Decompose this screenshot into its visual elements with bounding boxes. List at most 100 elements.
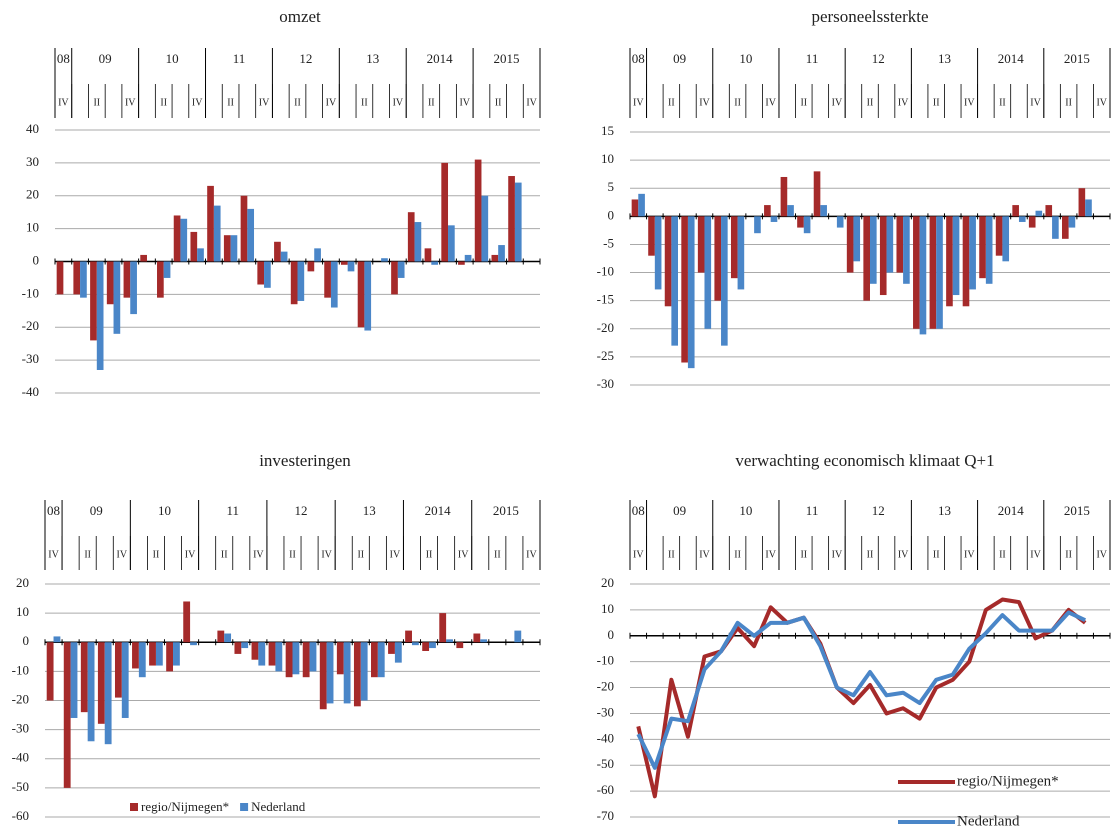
bar: [217, 630, 225, 643]
bar: [166, 642, 174, 672]
year-label: 13: [938, 503, 951, 518]
year-label: 11: [233, 51, 246, 66]
bar: [173, 215, 181, 262]
quarter-label: II: [999, 549, 1006, 560]
bar: [985, 216, 993, 284]
chart-title: personeelssterkte: [811, 7, 928, 26]
line: [636, 610, 1087, 770]
y-tick-label: -30: [597, 704, 614, 719]
bar: [929, 216, 937, 329]
legend-label: Nederland: [957, 813, 1020, 829]
bar: [280, 251, 288, 262]
legend-label: regio/Nijmegen*: [957, 773, 1059, 789]
bar: [70, 642, 78, 718]
year-label: 08: [632, 503, 645, 518]
y-tick-label: -50: [12, 779, 29, 794]
y-tick-label: 30: [26, 154, 39, 169]
year-label: 2014: [425, 503, 452, 518]
quarter-label: IV: [259, 97, 270, 108]
year-label: 09: [673, 503, 686, 518]
quarter-label: II: [495, 97, 502, 108]
bar: [936, 216, 943, 329]
bar: [307, 261, 315, 272]
bar: [946, 216, 953, 307]
quarter-label: II: [426, 549, 433, 560]
bar: [697, 216, 705, 273]
quarter-label: IV: [898, 97, 909, 108]
quarter-label: II: [668, 97, 675, 108]
bar: [820, 205, 827, 217]
quarter-label: II: [734, 97, 741, 108]
quarter-label: II: [867, 97, 874, 108]
quarter-label: IV: [699, 97, 710, 108]
bar: [995, 216, 1003, 256]
bar: [343, 642, 351, 704]
quarter-label: II: [1065, 549, 1072, 560]
quarter-label: II: [289, 549, 296, 560]
bar: [441, 162, 449, 262]
quarter-label: II: [221, 549, 228, 560]
bar: [53, 636, 61, 643]
bar: [1012, 205, 1019, 217]
bar: [813, 171, 821, 217]
bar: [648, 216, 655, 256]
bar: [381, 258, 388, 262]
bar: [113, 261, 121, 334]
bar: [797, 216, 804, 228]
quarter-label: IV: [458, 549, 469, 560]
bar: [764, 205, 771, 217]
quarter-label: IV: [765, 549, 776, 560]
bar: [787, 205, 794, 217]
legend-label: Nederland: [251, 799, 306, 814]
bar: [73, 261, 81, 295]
bar: [1052, 216, 1059, 239]
bar: [157, 261, 164, 298]
bar: [330, 261, 338, 308]
year-label: 09: [673, 51, 686, 66]
bar: [197, 248, 204, 262]
bar: [654, 216, 662, 290]
bar: [474, 159, 482, 262]
y-tick-label: -25: [597, 348, 614, 363]
bar: [357, 261, 365, 328]
y-tick-label: -10: [22, 285, 39, 300]
y-tick-label: 10: [601, 601, 614, 616]
bar: [422, 642, 430, 651]
bar: [149, 642, 156, 666]
bar: [353, 642, 361, 707]
bar: [737, 216, 745, 290]
bar: [721, 216, 728, 346]
bar: [969, 216, 976, 290]
y-tick-label: -40: [597, 730, 614, 745]
bar: [397, 261, 405, 278]
bar: [448, 225, 455, 262]
bar: [302, 642, 310, 678]
quarter-label: IV: [765, 97, 776, 108]
bar: [207, 185, 214, 262]
bar: [371, 642, 378, 678]
quarter-label: II: [800, 97, 807, 108]
bar: [439, 613, 447, 643]
bar: [803, 216, 811, 234]
bar: [360, 642, 368, 701]
quarter-label: II: [867, 549, 874, 560]
bar: [106, 261, 114, 305]
quarter-label: IV: [633, 549, 644, 560]
bar: [63, 642, 71, 788]
year-label: 10: [739, 51, 752, 66]
bar: [846, 216, 854, 273]
y-tick-label: -10: [597, 264, 614, 279]
bar: [473, 633, 481, 643]
y-tick-label: 0: [33, 252, 40, 267]
bar: [429, 642, 436, 649]
bar: [631, 199, 639, 217]
quarter-label: IV: [192, 97, 203, 108]
quarter-label: IV: [48, 549, 59, 560]
quarter-label: II: [357, 549, 364, 560]
chart-title: omzet: [279, 7, 321, 26]
line: [636, 597, 1087, 799]
quarter-label: II: [800, 549, 807, 560]
y-tick-label: -20: [597, 320, 614, 335]
bar: [1002, 216, 1010, 262]
